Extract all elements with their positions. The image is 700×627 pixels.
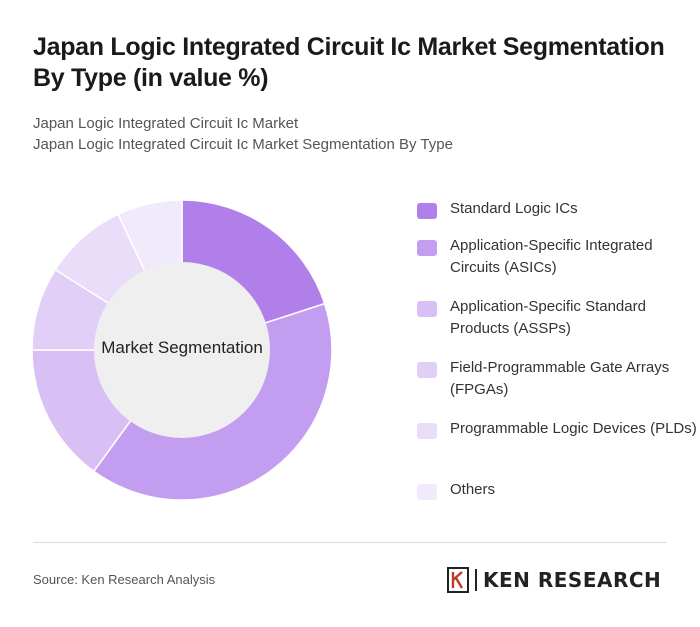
- chart-subtitle: Japan Logic Integrated Circuit Ic Market…: [33, 113, 453, 155]
- legend-swatch: [417, 240, 437, 256]
- legend-item: Application-Specific Standard Products (…: [417, 296, 700, 340]
- center-label: Market Segmentation: [101, 338, 263, 357]
- legend-swatch: [417, 203, 437, 219]
- legend-label: Standard Logic ICs: [450, 200, 578, 217]
- ken-research-logo: KEN RESEARCH: [447, 566, 661, 594]
- legend-label: Field-Programmable Gate Arrays (FPGAs): [450, 359, 670, 398]
- legend-label: Programmable Logic Devices (PLDs): [450, 420, 697, 437]
- subtitle-line-2: Japan Logic Integrated Circuit Ic Market…: [33, 136, 453, 153]
- source-note: Source: Ken Research Analysis: [33, 572, 216, 587]
- legend-swatch: [417, 362, 437, 378]
- legend-swatch: [417, 423, 437, 439]
- legend-label: Application-Specific Integrated Circuits…: [450, 237, 653, 276]
- footer-divider: [33, 542, 667, 543]
- legend-label: Application-Specific Standard Products (…: [450, 298, 646, 337]
- donut-chart: [31, 199, 333, 501]
- legend-item: Programmable Logic Devices (PLDs): [417, 418, 700, 440]
- donut-center: [94, 262, 270, 438]
- legend-swatch: [417, 484, 437, 500]
- legend-item: Field-Programmable Gate Arrays (FPGAs): [417, 357, 700, 401]
- legend-label: Others: [450, 481, 496, 498]
- chart-title: Japan Logic Integrated Circuit Ic Market…: [33, 33, 665, 92]
- legend-item: Application-Specific Integrated Circuits…: [417, 235, 700, 279]
- legend-swatch: [417, 301, 437, 317]
- legend-item: Standard Logic ICs: [417, 198, 700, 220]
- logo-divider: [475, 569, 477, 591]
- subtitle-line-1: Japan Logic Integrated Circuit Ic Market: [33, 115, 299, 132]
- logo-text: KEN RESEARCH: [483, 568, 662, 592]
- legend-item: Others: [417, 479, 700, 501]
- ken-research-logo-icon: [447, 567, 469, 593]
